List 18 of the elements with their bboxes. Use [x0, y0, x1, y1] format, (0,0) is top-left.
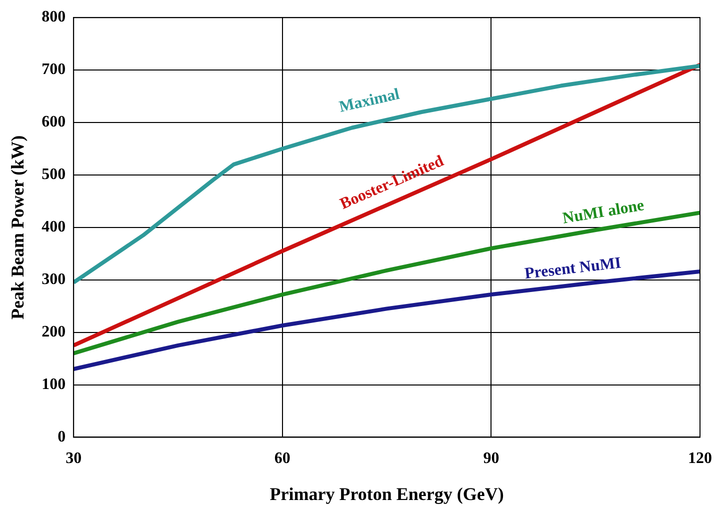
y-tick-label: 100: [42, 376, 66, 393]
x-tick-label: 30: [66, 450, 82, 467]
x-tick-label: 120: [688, 450, 712, 467]
x-tick-label: 90: [483, 450, 500, 467]
y-tick-label: 400: [42, 218, 66, 236]
text: NuMI alone: [561, 197, 646, 228]
text: Present NuMI: [524, 254, 622, 283]
y-tick-label: 300: [42, 270, 66, 288]
y-tick-label: 0: [58, 428, 66, 446]
x-axis-title: Primary Proton Energy (GeV): [270, 484, 504, 504]
y-tick-label: 600: [42, 114, 66, 131]
y-tick-label: 700: [42, 61, 66, 78]
text: Maximal: [338, 86, 402, 116]
y-tick-label: 500: [42, 166, 66, 184]
y-tick-label: 800: [42, 8, 66, 26]
y-axis-title: Peak Beam Power (kW): [7, 135, 28, 320]
x-tick-label: 60: [274, 450, 290, 467]
y-tick-label: 200: [42, 323, 66, 340]
